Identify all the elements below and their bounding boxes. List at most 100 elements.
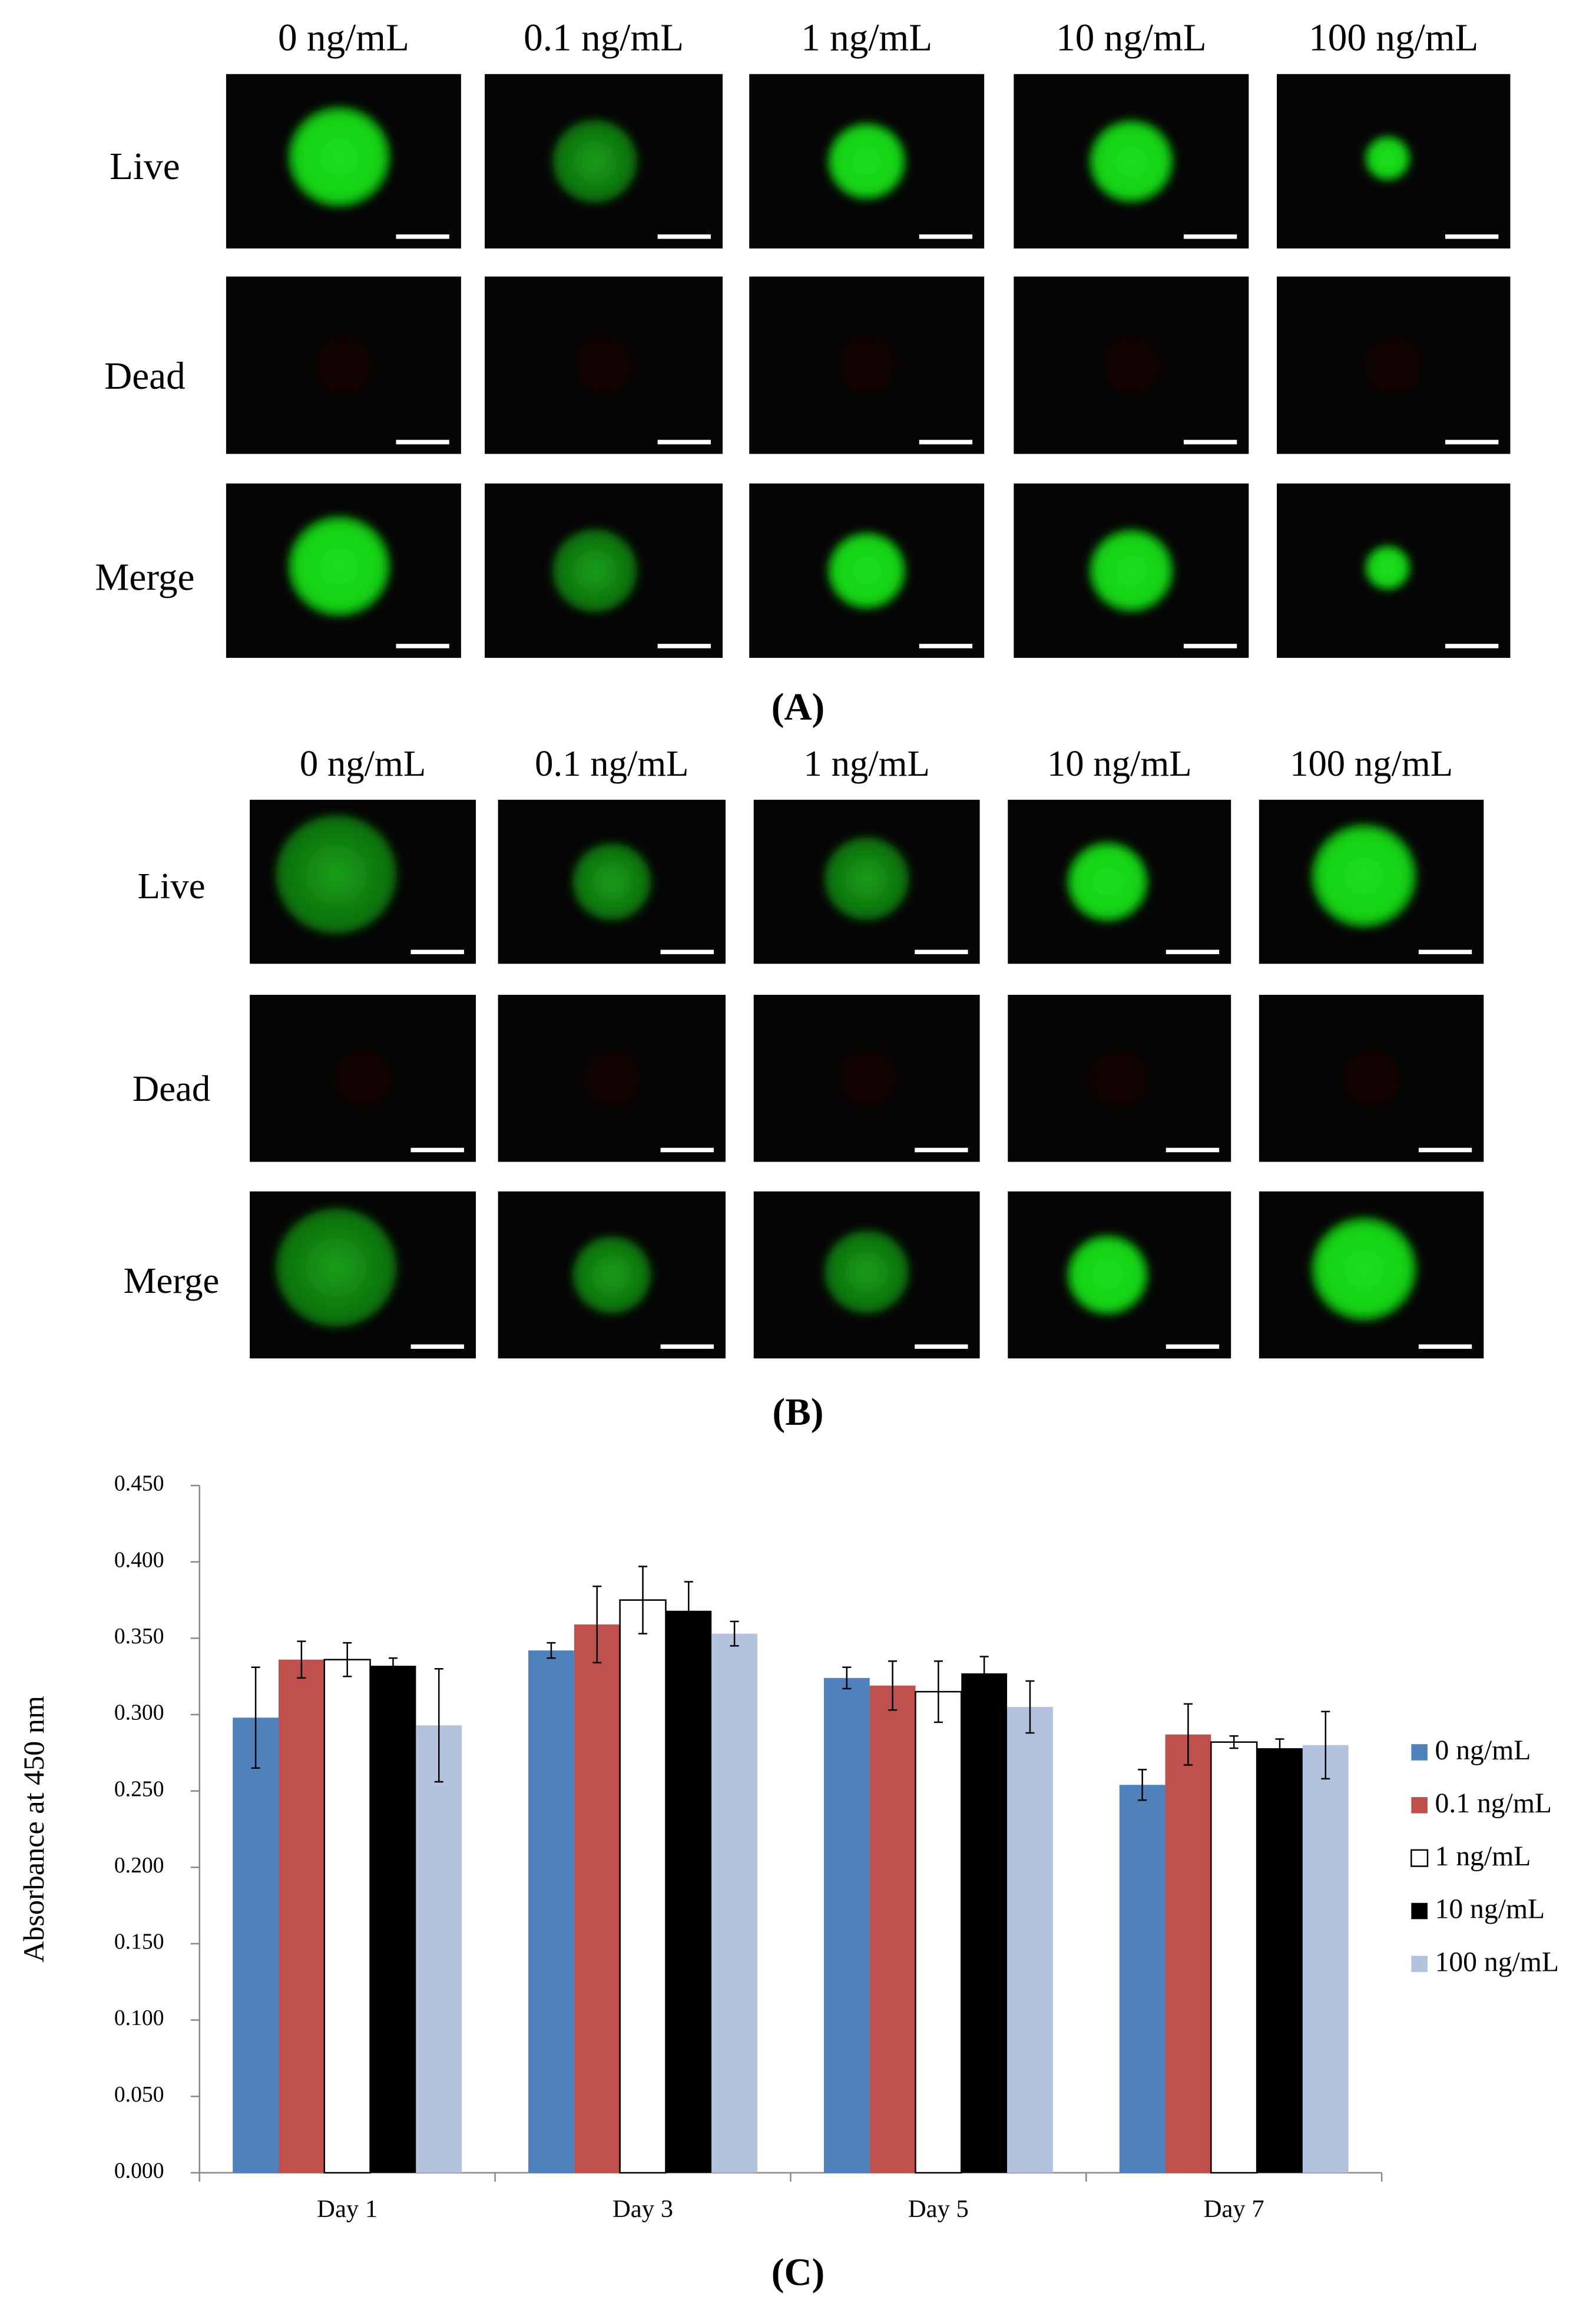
micrograph (485, 276, 723, 454)
error-bar (1025, 1680, 1035, 1734)
cell-spheroid (552, 120, 637, 203)
bar (323, 1659, 371, 2174)
micrograph (498, 1191, 726, 1359)
micrograph (1008, 995, 1231, 1162)
y-tick-label: 0.350 (114, 1624, 164, 1649)
row-label: Merge (95, 556, 194, 598)
y-tick-label: 0.050 (114, 2082, 164, 2107)
micrograph (498, 799, 726, 964)
micrograph (1259, 1191, 1484, 1359)
column-label: 10 ng/mL (1056, 17, 1206, 59)
bar (1165, 1734, 1211, 2173)
y-tick-label: 0.150 (114, 1930, 164, 1954)
legend-label: 0 ng/mL (1435, 1735, 1531, 1766)
micrograph (1277, 276, 1511, 454)
dead-signal (574, 335, 634, 395)
dead-signal (582, 1048, 642, 1108)
cell-spheroid (1311, 824, 1417, 928)
bar (869, 1685, 916, 2173)
dead-signal (1342, 1048, 1401, 1108)
cell-spheroid (276, 1208, 397, 1327)
error-bar (1275, 1738, 1284, 1758)
panel-label: (B) (773, 1391, 824, 1434)
error-bar (730, 1620, 739, 1647)
cell-spheroid (1089, 529, 1174, 613)
micrograph (250, 799, 476, 964)
error-bar (547, 1642, 556, 1659)
dead-signal (837, 1048, 896, 1108)
cell-spheroid (1311, 1217, 1417, 1321)
bar (1119, 1785, 1165, 2173)
error-bar (979, 1656, 989, 1691)
dead-signal (1364, 335, 1423, 395)
dead-signal (333, 1048, 393, 1108)
micrograph (1259, 799, 1484, 964)
error-bar (842, 1666, 852, 1690)
micrograph (749, 74, 985, 249)
cell-spheroid (572, 843, 651, 921)
cell-spheroid (825, 1230, 909, 1313)
row-label: Dead (104, 355, 186, 398)
column-label: 100 ng/mL (1290, 743, 1453, 784)
micrograph (1277, 483, 1511, 658)
cell-spheroid (552, 529, 637, 613)
cell-spheroid (825, 837, 909, 921)
cell-spheroid (1365, 136, 1410, 181)
bar (233, 1718, 279, 2173)
micrograph (1014, 276, 1249, 454)
micrograph (485, 483, 723, 658)
x-tick-label: Day 1 (317, 2195, 378, 2223)
y-tick-label: 0.400 (114, 1547, 164, 1572)
y-tick-label: 0.100 (114, 2006, 164, 2030)
bar (619, 1599, 667, 2174)
error-bar (638, 1566, 648, 1634)
y-tick-label: 0.000 (114, 2159, 164, 2183)
micrograph (749, 483, 985, 658)
y-tick-label: 0.200 (114, 1853, 164, 1878)
legend-swatch (1411, 1902, 1428, 1920)
error-bar (1183, 1703, 1193, 1766)
micrograph (753, 995, 980, 1162)
bar (665, 1610, 712, 2173)
micrograph (250, 1191, 476, 1359)
micrograph (1014, 483, 1249, 658)
row-label: Live (138, 865, 206, 906)
y-tick-label: 0.250 (114, 1776, 164, 1801)
micrograph (226, 483, 461, 658)
legend-label: 1 ng/mL (1435, 1841, 1531, 1872)
dead-signal (1101, 335, 1161, 395)
y-tick-label: 0.300 (114, 1700, 164, 1725)
bar (1007, 1707, 1053, 2173)
legend-label: 0.1 ng/mL (1435, 1788, 1552, 1819)
micrograph (1259, 995, 1484, 1162)
error-bar (592, 1585, 602, 1664)
column-label: 1 ng/mL (801, 17, 932, 59)
cell-spheroid (1365, 545, 1410, 590)
legend-swatch (1411, 1955, 1428, 1973)
bar (1257, 1748, 1303, 2173)
micrograph (485, 74, 723, 249)
micrograph (1277, 74, 1511, 249)
error-bar (1229, 1735, 1239, 1749)
bar (915, 1690, 962, 2174)
column-label: 0.1 ng/mL (535, 743, 688, 784)
error-bar (297, 1640, 306, 1679)
micrograph (498, 995, 726, 1162)
bar (278, 1659, 325, 2173)
row-label: Live (110, 145, 180, 188)
error-bar (888, 1660, 898, 1711)
column-label: 1 ng/mL (804, 743, 930, 784)
error-bar (388, 1657, 398, 1675)
micrograph (749, 276, 985, 454)
legend-swatch (1411, 1744, 1428, 1761)
bar (1210, 1741, 1258, 2174)
x-tick-label: Day 5 (908, 2195, 969, 2223)
panel-label: (C) (771, 2252, 825, 2294)
cell-spheroid (1067, 1235, 1148, 1315)
error-bar (1321, 1710, 1330, 1780)
legend-swatch (1410, 1849, 1429, 1867)
bar (574, 1624, 620, 2173)
error-bar (684, 1581, 693, 1641)
